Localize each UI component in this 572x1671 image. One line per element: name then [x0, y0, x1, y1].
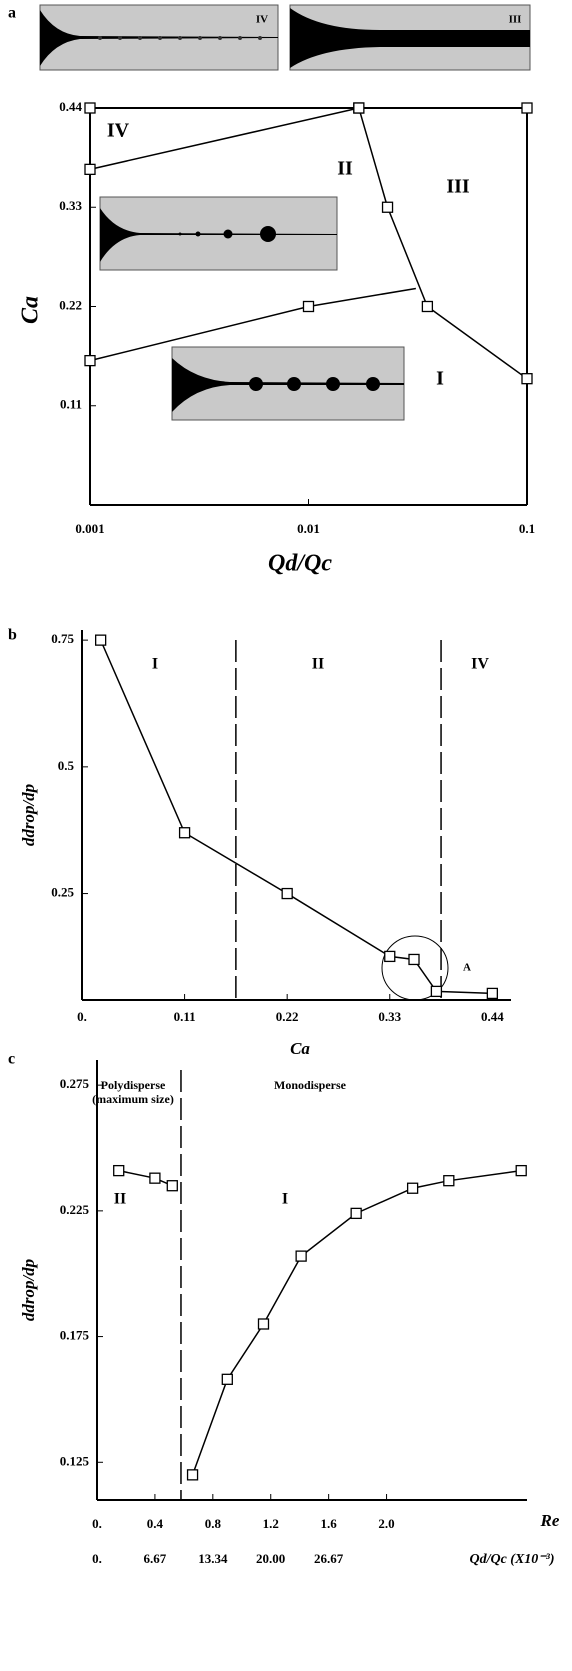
- annotation: I: [152, 656, 158, 673]
- marker: [443, 1175, 455, 1187]
- x-tick-label: 1.2: [263, 1516, 279, 1531]
- y-tick-label: 0.225: [60, 1202, 90, 1217]
- y-axis-label: Ca: [18, 296, 44, 324]
- x-tick-label: 0.001: [75, 521, 104, 536]
- series-line: [358, 107, 528, 380]
- marker: [149, 1172, 161, 1184]
- marker: [95, 634, 107, 646]
- marker: [84, 354, 96, 367]
- y-tick-label: 0.22: [59, 297, 82, 312]
- marker: [353, 102, 365, 114]
- annotation: IV: [471, 656, 489, 673]
- x2-tick-label: 0.: [92, 1551, 102, 1566]
- y-tick-label: 0.44: [59, 99, 82, 114]
- x-tick-label: 0.33: [378, 1009, 401, 1024]
- panel-label: c: [8, 1051, 15, 1068]
- marker: [408, 953, 420, 966]
- panel-label: a: [8, 5, 16, 22]
- jet: [100, 208, 337, 262]
- marker: [521, 102, 533, 114]
- marker: [521, 373, 533, 385]
- marker: [186, 1469, 199, 1481]
- x2-tick-label: 26.67: [314, 1551, 344, 1566]
- annotation: II: [114, 1191, 126, 1208]
- marker: [430, 985, 443, 998]
- marker: [221, 1373, 233, 1385]
- x-axis-label: Re: [540, 1511, 560, 1530]
- x-axis-label: Qd/Qc: [268, 551, 332, 577]
- series-line: [89, 107, 360, 171]
- marker: [84, 163, 96, 176]
- marker: [113, 1164, 125, 1177]
- marker: [84, 102, 96, 114]
- x-tick-label: 0.11: [174, 1009, 196, 1024]
- y-tick-label: 0.5: [58, 758, 75, 773]
- marker: [515, 1164, 527, 1177]
- marker: [281, 887, 293, 900]
- marker: [295, 1250, 307, 1262]
- x-tick-label: 0.44: [481, 1009, 504, 1024]
- annotation: IV: [107, 120, 130, 142]
- annotation: III: [446, 176, 470, 198]
- y-axis-label: ddrop/dp: [19, 784, 38, 846]
- series-line: [99, 639, 493, 995]
- annotation: IV: [256, 14, 268, 26]
- y-tick-label: 0.275: [60, 1076, 90, 1091]
- x-tick-label: 0.: [77, 1009, 87, 1024]
- x-axis-label: Ca: [290, 1039, 310, 1058]
- series-line: [191, 1169, 522, 1476]
- x-tick-label: 0.22: [276, 1009, 299, 1024]
- x2-tick-label: 6.67: [144, 1551, 167, 1566]
- marker: [486, 987, 498, 1000]
- annotation: III: [509, 14, 522, 26]
- annotation: II: [312, 656, 324, 673]
- jet: [290, 8, 530, 68]
- x2-tick-label: 20.00: [256, 1551, 285, 1566]
- annotation: (maximum size): [92, 1092, 174, 1106]
- drops: [249, 377, 380, 391]
- y-tick-label: 0.125: [60, 1453, 90, 1468]
- annotation: II: [337, 158, 353, 180]
- x-tick-label: 1.6: [321, 1516, 338, 1531]
- marker: [302, 300, 315, 313]
- panel-label: b: [8, 627, 17, 644]
- annotation: A: [463, 962, 471, 974]
- marker: [381, 201, 394, 213]
- y-tick-label: 0.175: [60, 1328, 90, 1343]
- x2-axis-label: Qd/Qc (X10⁻³): [469, 1552, 554, 1567]
- marker: [421, 300, 434, 313]
- annotation: I: [282, 1191, 288, 1208]
- y-tick-label: 0.75: [51, 631, 74, 646]
- y-tick-label: 0.11: [60, 397, 82, 412]
- y-axis-label: ddrop/dp: [19, 1259, 38, 1321]
- x-tick-label: 0.01: [297, 521, 320, 536]
- x-tick-label: 0.8: [205, 1516, 222, 1531]
- annotation: I: [436, 368, 444, 390]
- annotation: Polydisperse: [101, 1078, 166, 1092]
- annotation: Monodisperse: [274, 1078, 347, 1092]
- drops: [178, 226, 276, 242]
- marker: [178, 827, 191, 839]
- inset-images: [39, 4, 531, 421]
- marker: [166, 1180, 178, 1192]
- x-tick-label: 0.1: [519, 521, 535, 536]
- marker: [406, 1182, 419, 1194]
- x-tick-label: 0.: [92, 1516, 102, 1531]
- marker: [350, 1207, 362, 1220]
- drops: [98, 36, 262, 40]
- series-line: [118, 1169, 173, 1187]
- y-tick-label: 0.25: [51, 885, 74, 900]
- y-tick-label: 0.33: [59, 198, 82, 213]
- marker: [384, 950, 396, 963]
- x-tick-label: 0.4: [147, 1516, 164, 1531]
- marker: [257, 1318, 270, 1330]
- x-tick-label: 2.0: [378, 1516, 394, 1531]
- x2-tick-label: 13.34: [198, 1551, 228, 1566]
